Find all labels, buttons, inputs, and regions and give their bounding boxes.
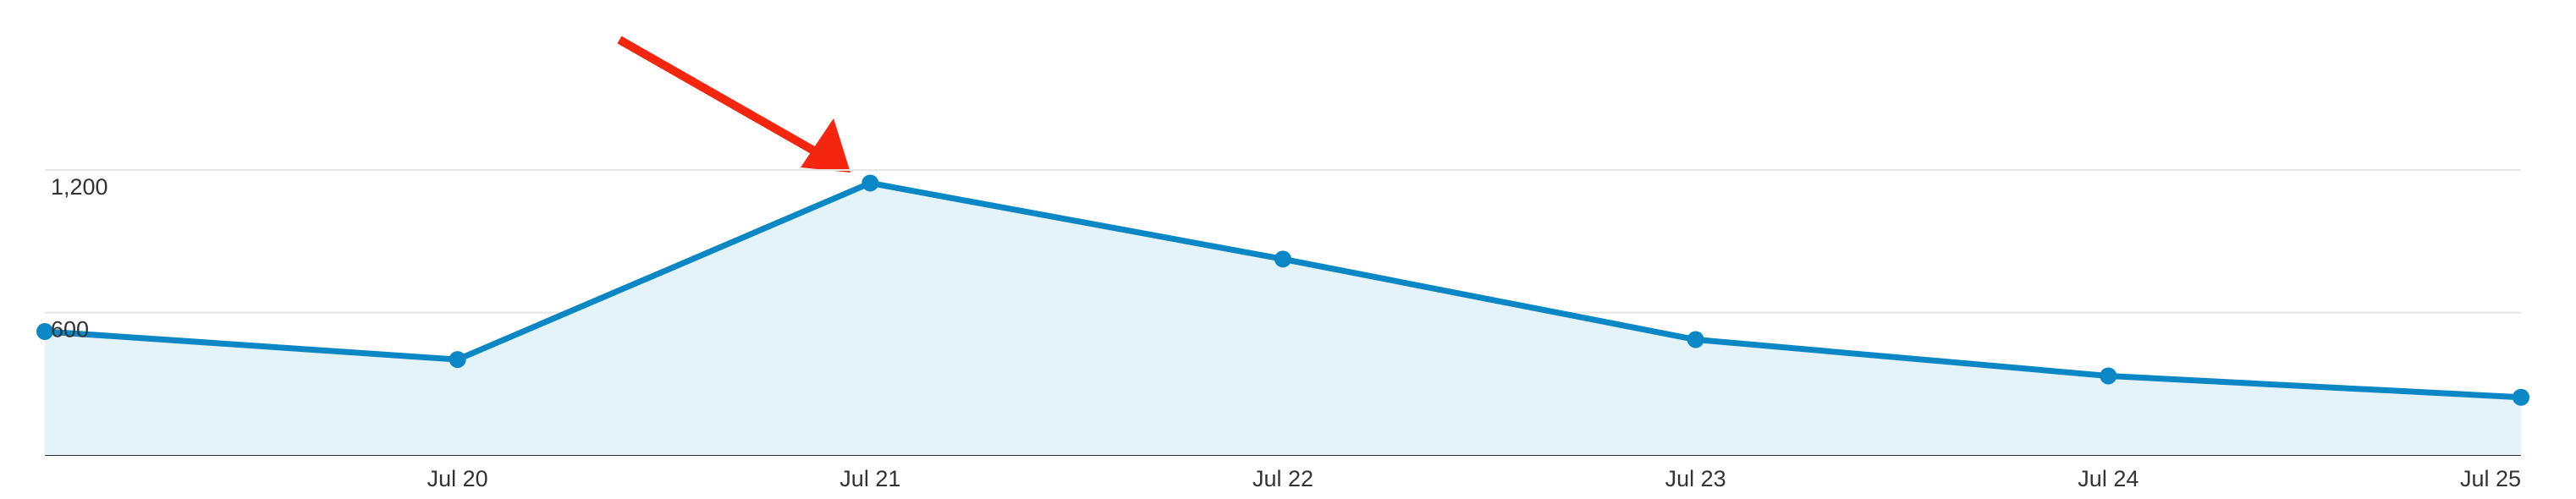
arrow-annotation [617,36,850,173]
x-tick-label: Jul 20 [427,466,488,491]
x-tick-label: Jul 21 [839,466,900,491]
area [45,183,2521,455]
point [1687,331,1704,348]
point [1274,250,1291,268]
x-tick-label: Jul 23 [1665,466,1726,491]
x-tick-label: Jul 22 [1252,466,1313,491]
point [36,322,53,340]
point [2513,388,2529,406]
y-tick-label: 1,200 [51,174,108,200]
point [861,174,879,192]
x-tick-label: Jul 24 [2078,466,2138,491]
y-tick-label: 600 [51,317,89,343]
point [449,351,466,369]
x-tick-label: Jul 25 [2460,466,2521,491]
point [2100,367,2117,385]
